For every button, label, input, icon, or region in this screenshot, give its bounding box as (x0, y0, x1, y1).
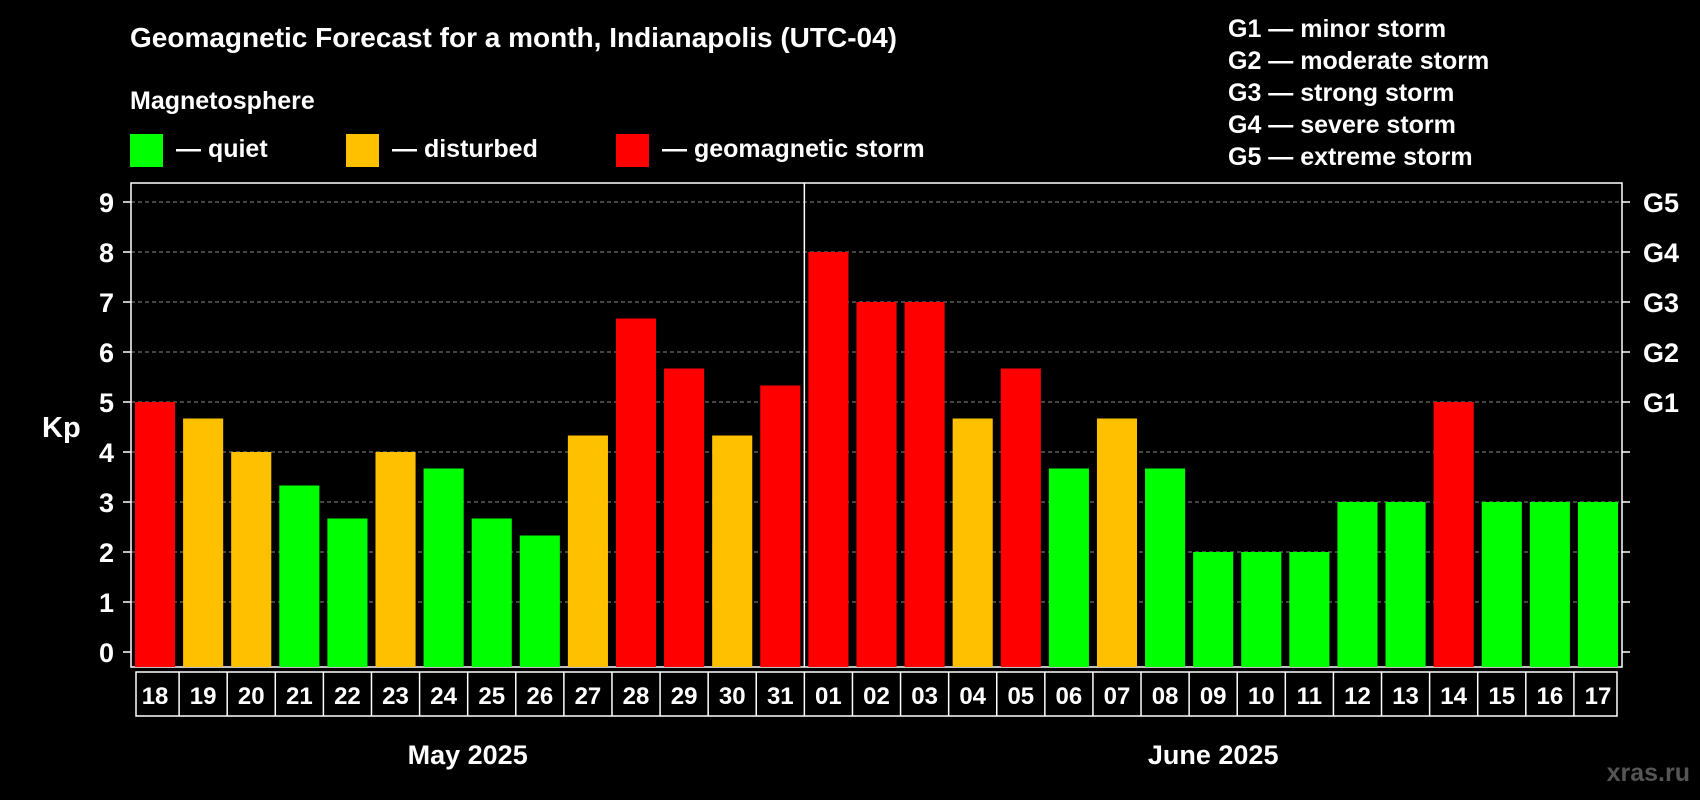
right-tick-label-g5: G5 (1643, 188, 1679, 218)
bar-12 (1337, 502, 1378, 667)
day-label-19: 19 (190, 683, 217, 710)
day-label-04: 04 (959, 683, 986, 710)
bar-21 (279, 485, 320, 667)
right-tick-label-g2: G2 (1643, 338, 1679, 368)
y-axis-label: Kp (42, 412, 81, 444)
bar-24 (423, 468, 464, 667)
day-label-23: 23 (382, 683, 409, 710)
chart-title: Geomagnetic Forecast for a month, Indian… (130, 22, 897, 53)
day-label-24: 24 (430, 683, 457, 710)
y-tick-label-7: 7 (99, 288, 114, 318)
y-tick-label-4: 4 (99, 438, 114, 468)
bar-05 (1000, 368, 1041, 667)
day-label-29: 29 (671, 683, 698, 710)
legend: — quiet — disturbed — geomagnetic storm (130, 134, 925, 167)
g-scale-legend: G1 — minor storm G2 — moderate storm G3 … (1228, 15, 1489, 171)
bar-14 (1433, 402, 1474, 667)
bar-26 (519, 535, 560, 667)
legend-label-storm: — geomagnetic storm (662, 135, 925, 163)
bar-28 (615, 318, 657, 667)
legend-swatch-disturbed (346, 134, 379, 167)
legend-label-quiet: — quiet (176, 135, 268, 163)
day-label-18: 18 (142, 683, 169, 710)
day-label-01: 01 (815, 683, 842, 710)
bar-23 (375, 452, 416, 667)
day-label-06: 06 (1056, 683, 1083, 710)
day-label-16: 16 (1537, 683, 1564, 710)
y-tick-label-9: 9 (99, 188, 114, 218)
y-tick-label-1: 1 (99, 588, 114, 618)
day-label-09: 09 (1200, 683, 1227, 710)
y-tick-label-3: 3 (99, 488, 114, 518)
legend-swatch-storm (616, 134, 649, 167)
y-tick-label-0: 0 (99, 638, 114, 668)
bar-07 (1096, 418, 1138, 667)
day-label-28: 28 (623, 683, 650, 710)
day-label-17: 17 (1585, 683, 1612, 710)
bar-11 (1289, 552, 1330, 667)
day-label-31: 31 (767, 683, 794, 710)
bar-13 (1385, 502, 1426, 667)
bar-18 (135, 402, 176, 667)
day-label-05: 05 (1007, 683, 1034, 710)
y-tick-label-5: 5 (99, 388, 114, 418)
day-axis-frame (135, 671, 1618, 717)
right-tick-label-g1: G1 (1643, 388, 1679, 418)
day-label-13: 13 (1392, 683, 1419, 710)
g-legend-g4: G4 — severe storm (1228, 111, 1456, 139)
day-label-14: 14 (1440, 683, 1467, 710)
day-label-15: 15 (1488, 683, 1515, 710)
day-label-21: 21 (286, 683, 313, 710)
right-tick-label-g4: G4 (1643, 238, 1679, 268)
day-label-12: 12 (1344, 683, 1371, 710)
y-tick-label-2: 2 (99, 538, 114, 568)
bar-09 (1193, 552, 1234, 667)
day-label-10: 10 (1248, 683, 1275, 710)
day-label-11: 11 (1297, 683, 1322, 710)
bar-03 (904, 302, 945, 667)
month-label: May 2025 (408, 740, 528, 770)
bar-02 (856, 302, 897, 667)
bar-31 (760, 385, 801, 667)
watermark: xras.ru (1607, 759, 1690, 787)
bar-29 (664, 368, 705, 667)
bar-04 (952, 418, 993, 667)
bar-19 (183, 418, 224, 667)
day-label-08: 08 (1152, 683, 1179, 710)
g-legend-g3: G3 — strong storm (1228, 79, 1454, 107)
bar-17 (1577, 502, 1618, 667)
y-tick-label-8: 8 (99, 238, 114, 268)
g-legend-g5: G5 — extreme storm (1228, 143, 1473, 171)
day-label-20: 20 (238, 683, 265, 710)
bar-22 (327, 518, 368, 667)
bar-01 (808, 252, 849, 667)
bar-30 (712, 435, 753, 667)
day-label-03: 03 (911, 683, 938, 710)
bar-20 (231, 452, 272, 667)
legend-label-disturbed: — disturbed (392, 135, 538, 163)
bar-10 (1241, 552, 1282, 667)
right-tick-label-g3: G3 (1643, 288, 1679, 318)
bar-27 (567, 435, 608, 667)
day-label-27: 27 (575, 683, 602, 710)
day-label-22: 22 (334, 683, 361, 710)
y-tick-label-6: 6 (99, 338, 114, 368)
day-label-02: 02 (863, 683, 890, 710)
day-label-07: 07 (1104, 683, 1131, 710)
legend-heading: Magnetosphere (130, 87, 315, 115)
bar-16 (1529, 502, 1570, 667)
g-legend-g2: G2 — moderate storm (1228, 47, 1489, 75)
g-legend-g1: G1 — minor storm (1228, 15, 1446, 43)
bar-08 (1145, 468, 1186, 667)
legend-swatch-quiet (130, 134, 163, 167)
day-label-30: 30 (719, 683, 746, 710)
month-label: June 2025 (1148, 740, 1279, 770)
bar-25 (471, 518, 512, 667)
day-label-26: 26 (526, 683, 553, 710)
bar-15 (1481, 502, 1522, 667)
day-label-25: 25 (478, 683, 505, 710)
bar-06 (1048, 468, 1089, 667)
